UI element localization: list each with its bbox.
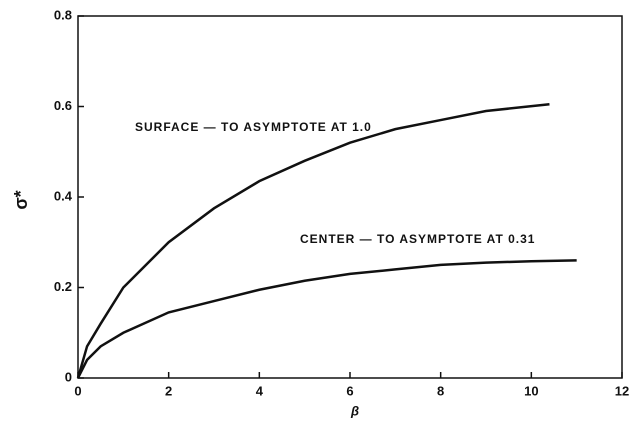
y-axis-label: σ* xyxy=(11,190,31,209)
y-tick-label: 0.6 xyxy=(54,98,72,113)
x-tick-label: 0 xyxy=(74,383,81,398)
x-tick-label: 2 xyxy=(165,383,172,398)
x-tick-label: 8 xyxy=(437,383,444,398)
x-tick-label: 4 xyxy=(256,383,264,398)
x-tick-label: 6 xyxy=(346,383,353,398)
x-tick-label: 10 xyxy=(524,383,538,398)
curve xyxy=(76,102,550,379)
y-tick-label: 0 xyxy=(65,369,72,384)
y-tick-label: 0.8 xyxy=(54,7,72,22)
plot-frame xyxy=(77,15,623,379)
x-tick-label: 12 xyxy=(615,383,629,398)
x-axis-label: β xyxy=(350,403,359,418)
y-tick-label: 0.2 xyxy=(54,279,72,294)
annotation: CENTER — TO ASYMPTOTE AT 0.31 xyxy=(300,232,535,246)
curve xyxy=(76,259,577,379)
y-tick-label: 0.4 xyxy=(54,188,73,203)
annotation: SURFACE — TO ASYMPTOTE AT 1.0 xyxy=(135,120,372,134)
